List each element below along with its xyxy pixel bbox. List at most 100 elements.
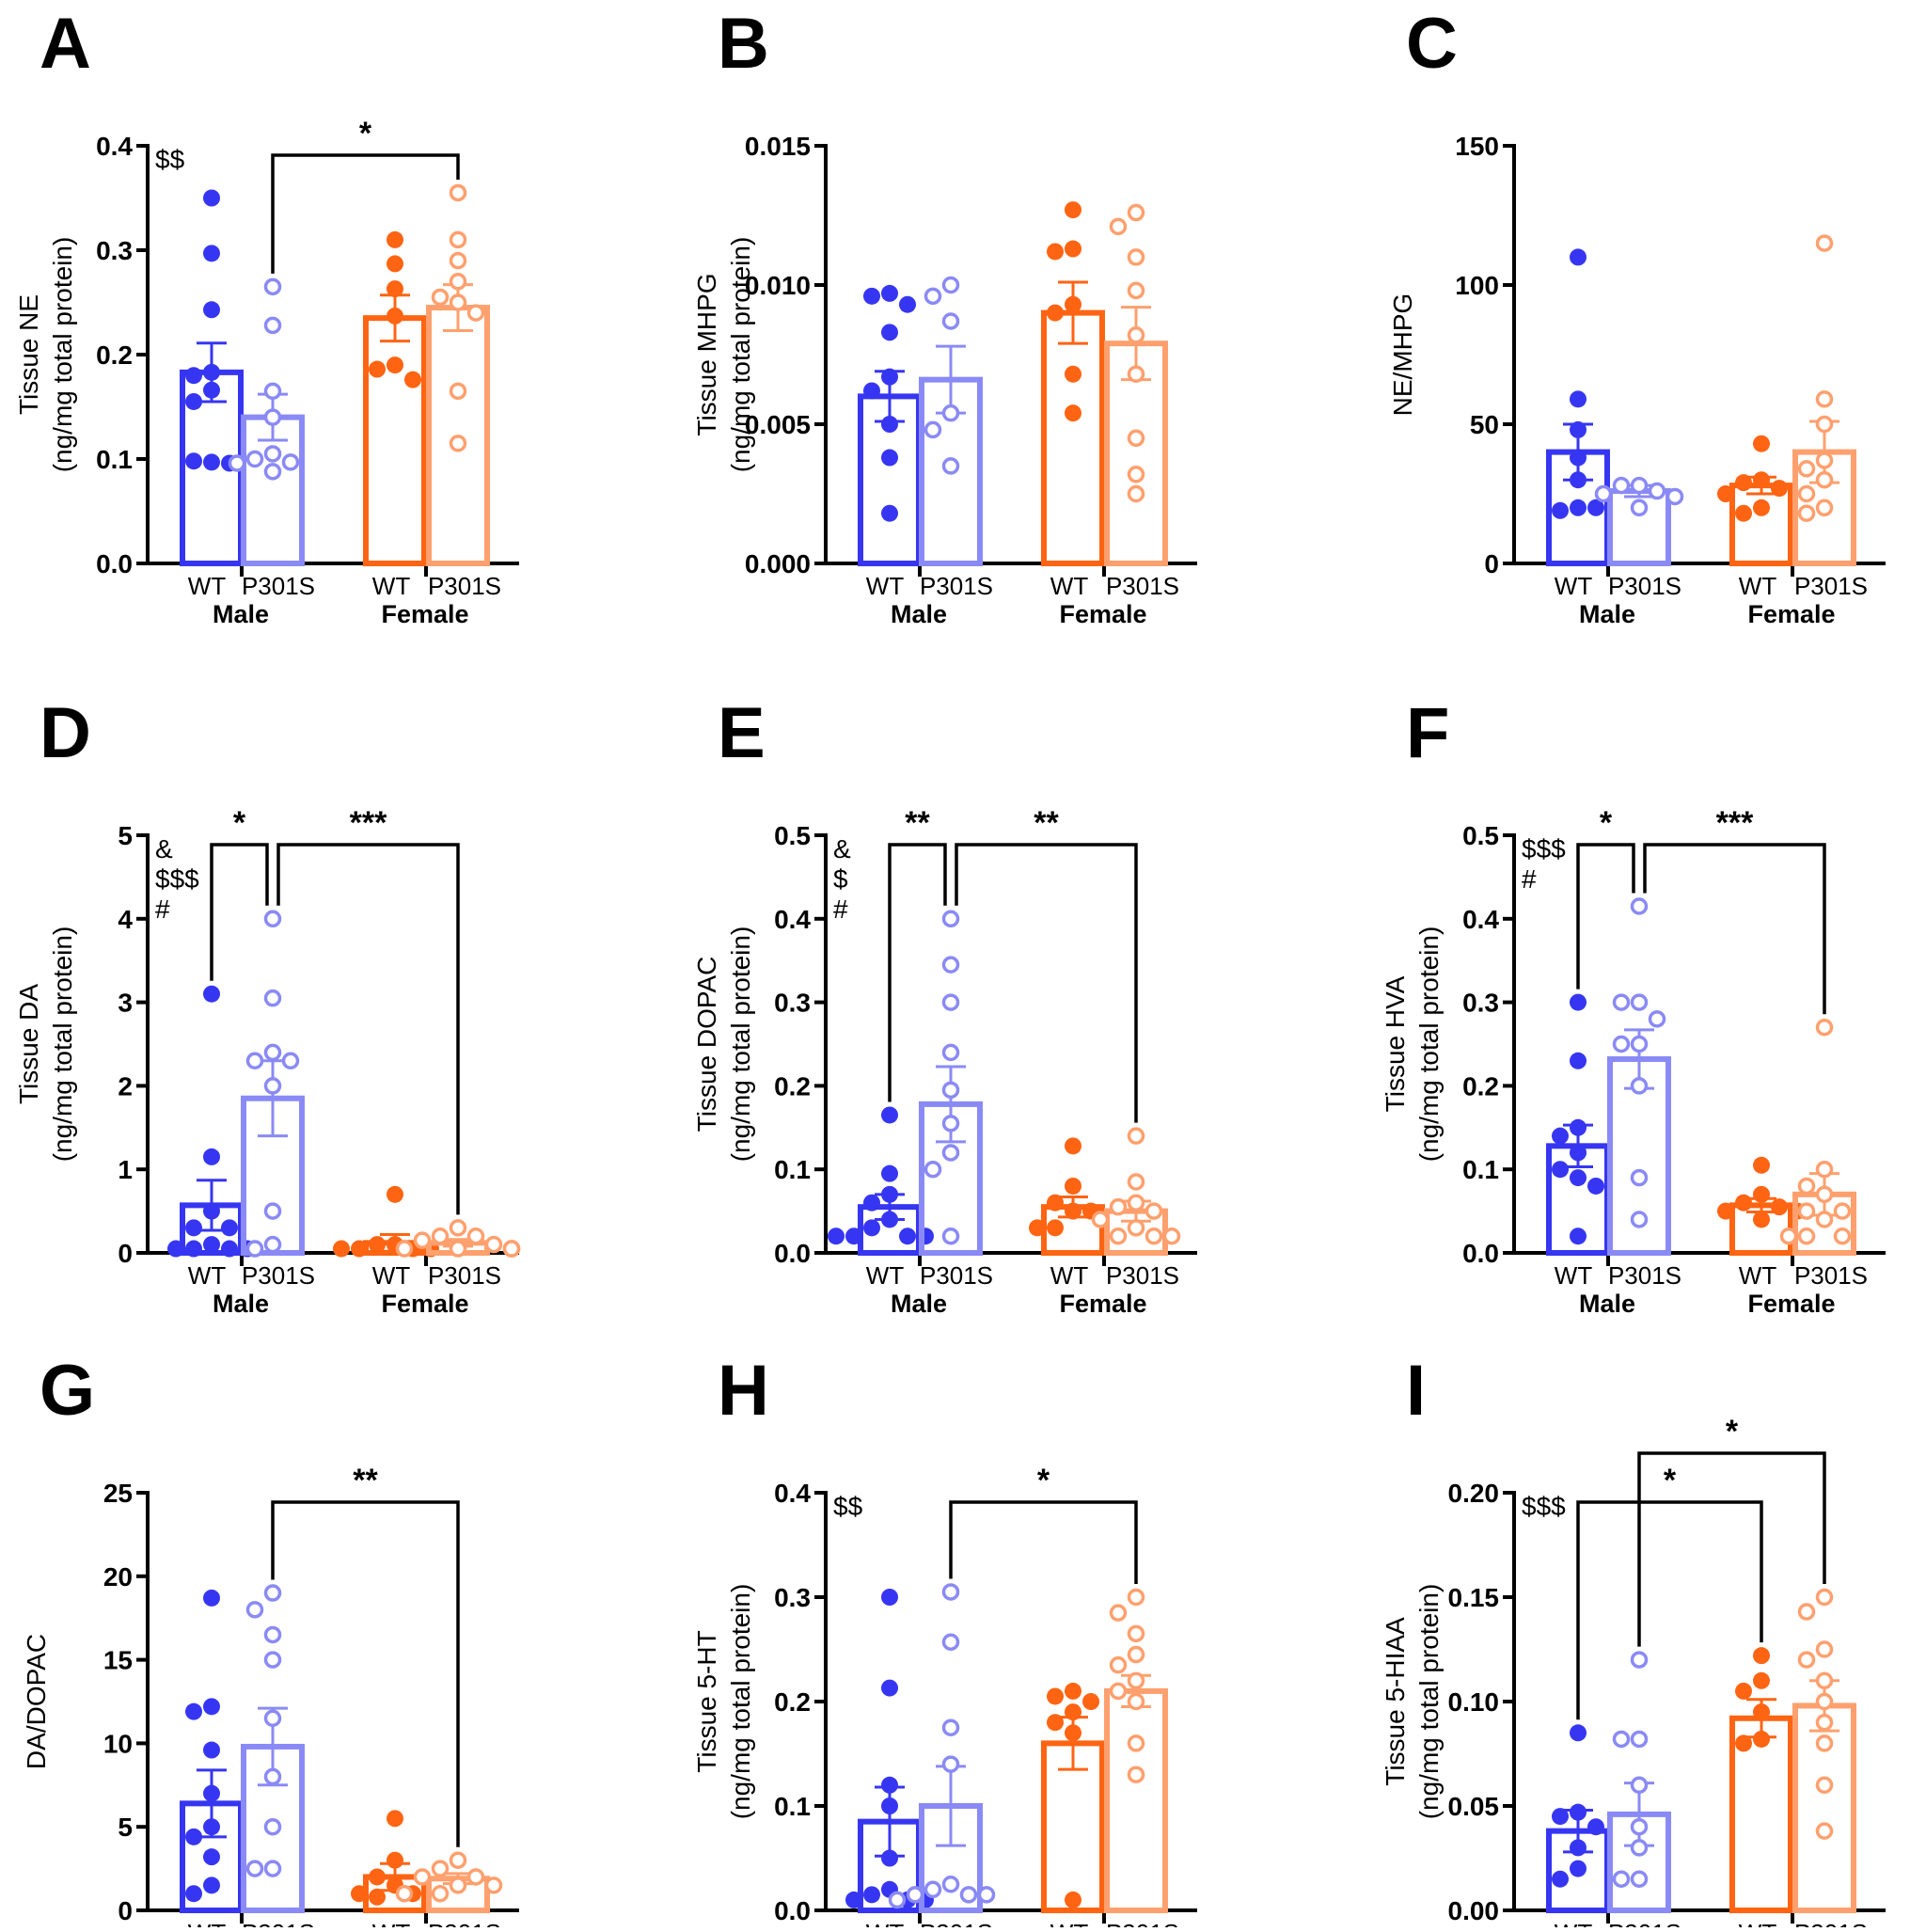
data-point xyxy=(1630,1870,1649,1888)
group-male-p301s xyxy=(1607,897,1671,1257)
y-axis-label: Tissue MHPG xyxy=(692,273,721,435)
data-point xyxy=(369,1236,386,1254)
significance-label: *** xyxy=(1716,805,1754,841)
data-point xyxy=(924,287,942,306)
data-point xyxy=(881,1164,898,1182)
panel-letter: D xyxy=(39,693,91,773)
significance-bracket: *** xyxy=(276,805,460,1215)
chart-panel-e: E Tissue DOPAC (ng/mg total protein) 0.0 0.1… xyxy=(692,693,1197,1318)
data-point xyxy=(404,371,421,388)
data-point xyxy=(941,457,960,475)
data-point xyxy=(369,360,386,378)
bracket-line xyxy=(955,843,1138,1123)
group-male-wt xyxy=(1546,1724,1610,1914)
y-tick-label: 0.1 xyxy=(774,1792,811,1821)
x-tick-label: P301S xyxy=(1794,572,1868,600)
data-point xyxy=(881,324,898,341)
data-point xyxy=(484,1877,503,1894)
x-tick-label: WT xyxy=(372,1261,411,1290)
data-point xyxy=(1753,1730,1770,1748)
data-point xyxy=(1570,1839,1587,1857)
data-point xyxy=(185,452,202,470)
bracket-line xyxy=(271,153,460,274)
y-tick-label: 0.0 xyxy=(774,1239,811,1268)
data-point xyxy=(449,1877,467,1894)
data-point xyxy=(881,1589,898,1606)
data-point xyxy=(449,1240,467,1258)
group-female-p301s xyxy=(1104,203,1168,566)
data-point xyxy=(484,1235,503,1254)
y-tick-label: 0 xyxy=(1484,549,1499,578)
y-axis-label: Tissue HVA xyxy=(1381,975,1410,1112)
data-point xyxy=(263,1202,282,1220)
data-point xyxy=(1797,504,1816,522)
stat-annotation: $$$ xyxy=(1522,1492,1566,1521)
data-point xyxy=(1109,1604,1128,1622)
data-point xyxy=(1815,1588,1834,1607)
x-tick-label: P301S xyxy=(1608,1261,1681,1290)
x-tick-label: WT xyxy=(188,1919,227,1927)
group-female-p301s xyxy=(395,1219,521,1258)
data-point xyxy=(185,1885,202,1903)
data-point xyxy=(1797,1603,1816,1621)
data-point xyxy=(185,1828,202,1845)
group-male-wt xyxy=(828,1106,934,1256)
data-point xyxy=(1630,897,1649,915)
data-point xyxy=(1552,1161,1569,1179)
x-tick-label: WT xyxy=(1739,572,1777,600)
y-tick-label: 0.4 xyxy=(774,1479,811,1508)
significance-bracket: *** xyxy=(1643,805,1826,1015)
y-axis-label: Tissue NE xyxy=(14,294,43,415)
y-tick-label: 0.3 xyxy=(96,236,133,265)
data-point xyxy=(1815,234,1834,252)
y-tick-label: 0.2 xyxy=(1462,1071,1499,1101)
data-point xyxy=(1065,365,1081,383)
data-point xyxy=(1570,1144,1587,1162)
data-point xyxy=(221,1219,238,1237)
data-point xyxy=(203,1698,220,1716)
data-point xyxy=(1753,1156,1770,1174)
data-point xyxy=(1109,1682,1128,1701)
data-point xyxy=(245,1601,264,1619)
y-tick-label: 0.05 xyxy=(1448,1792,1500,1821)
data-point xyxy=(185,1219,202,1237)
data-point xyxy=(1815,470,1834,489)
group-male-p301s xyxy=(241,910,305,1258)
data-point xyxy=(1029,1219,1046,1237)
data-point xyxy=(387,280,403,298)
data-point xyxy=(1065,1682,1081,1700)
data-point xyxy=(1127,248,1145,266)
x-tick-label: WT xyxy=(1050,1919,1089,1927)
stat-annotation: # xyxy=(155,895,170,924)
data-point xyxy=(1771,1198,1788,1216)
x-tick-label: P301S xyxy=(242,1261,315,1290)
bracket-line xyxy=(276,843,460,1215)
sex-label: Male xyxy=(213,1290,269,1318)
data-point xyxy=(1612,993,1631,1011)
group-male-wt xyxy=(167,985,256,1258)
bracket-line xyxy=(1576,843,1635,990)
data-point xyxy=(431,1884,450,1903)
data-point xyxy=(845,1227,862,1245)
significance-bracket: * xyxy=(1637,1414,1826,1647)
data-point xyxy=(1145,1202,1163,1220)
significance-bracket: * xyxy=(210,805,269,981)
data-point xyxy=(1587,499,1604,516)
data-point xyxy=(1797,460,1816,478)
data-point xyxy=(263,989,282,1007)
data-point xyxy=(1753,1211,1770,1228)
data-point xyxy=(431,288,450,307)
data-point xyxy=(941,956,960,974)
y-tick-label: 0.20 xyxy=(1448,1479,1500,1508)
data-point xyxy=(1630,476,1649,495)
x-tick-label: WT xyxy=(188,572,227,600)
data-point xyxy=(1815,1185,1834,1204)
data-point xyxy=(1570,248,1587,266)
y-axis-label: (ng/mg total protein) xyxy=(1414,926,1444,1163)
data-point xyxy=(1127,1219,1145,1237)
data-point xyxy=(203,1202,220,1220)
data-point xyxy=(881,368,898,386)
sex-label: Male xyxy=(1579,1290,1635,1318)
group-female-wt xyxy=(1041,1682,1105,1913)
x-tick-label: P301S xyxy=(1608,572,1681,600)
